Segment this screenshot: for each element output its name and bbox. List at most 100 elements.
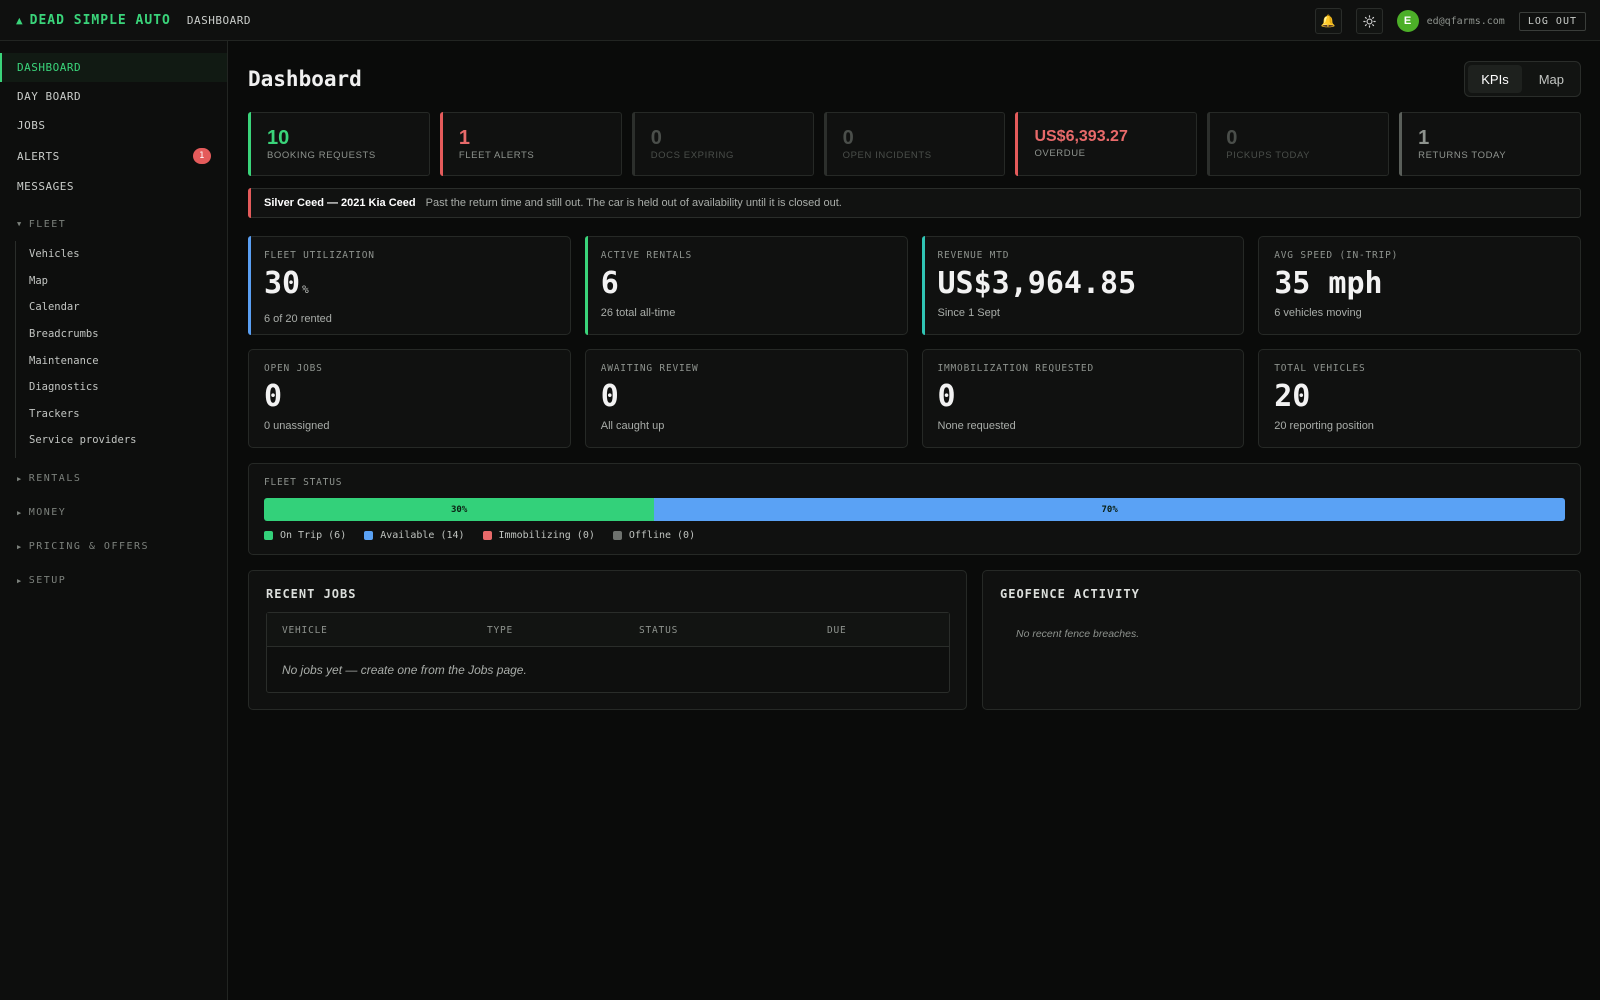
bell-icon: 🔔 — [1320, 14, 1336, 28]
caret-right-icon: ▶ — [17, 542, 23, 551]
sidebar-item-label: JOBS — [17, 119, 46, 132]
column-header-due[interactable]: DUE — [827, 625, 847, 636]
kpi-overdue[interactable]: US$6,393.27 OVERDUE — [1015, 112, 1198, 176]
column-header-vehicle[interactable]: VEHICLE — [282, 625, 328, 636]
fleet-segment-available: 70% — [654, 498, 1565, 521]
top-bar: ▲ DEAD SIMPLE AUTO DASHBOARD 🔔 E ed@qfar… — [0, 0, 1600, 41]
geofence-activity-panel: GEOFENCE ACTIVITY No recent fence breach… — [982, 570, 1581, 710]
stat-value: 0 — [937, 379, 956, 414]
kpi-label: OVERDUE — [1034, 148, 1086, 159]
sidebar-item-breadcrumbs[interactable]: Breadcrumbs — [29, 328, 99, 341]
section-label: SETUP — [28, 575, 67, 587]
stat-label: REVENUE MTD — [937, 250, 1010, 261]
legend-swatch — [364, 531, 374, 540]
kpi-label: BOOKING REQUESTS — [267, 150, 376, 161]
overdue-alert-banner[interactable]: Silver Ceed — 2021 Kia Ceed Past the ret… — [248, 188, 1581, 218]
stat-revenue-mtd: REVENUE MTD US$3,964.85 Since 1 Sept — [921, 236, 1245, 335]
legend-label: Immobilizing (0) — [498, 530, 595, 541]
user-menu[interactable]: E ed@qfarms.com — [1396, 10, 1505, 32]
sidebar-section-fleet[interactable]: ▼ FLEET — [0, 207, 227, 241]
geofence-empty: No recent fence breaches. — [1016, 628, 1140, 640]
sidebar-item-diagnostics[interactable]: Diagnostics — [29, 381, 99, 394]
caret-right-icon: ▶ — [17, 508, 23, 517]
stat-unit: % — [302, 283, 309, 296]
sidebar-item-service-providers[interactable]: Service providers — [29, 434, 137, 447]
sidebar: DASHBOARD DAY BOARD JOBS ALERTS 1 MESSAG… — [0, 41, 228, 1000]
sidebar-section-money[interactable]: ▶ MONEY — [0, 496, 227, 530]
sidebar-item-dashboard[interactable]: DASHBOARD — [0, 53, 227, 82]
kpi-pickups-today[interactable]: 0 PICKUPS TODAY — [1207, 112, 1390, 176]
stat-cards: FLEET UTILIZATION 30% 6 of 20 rented ACT… — [248, 236, 1581, 448]
sidebar-item-messages[interactable]: MESSAGES — [0, 172, 227, 201]
fleet-status-title: FLEET STATUS — [264, 477, 343, 488]
tab-kpis[interactable]: KPIs — [1468, 65, 1522, 93]
caret-right-icon: ▶ — [17, 576, 23, 585]
stat-label: TOTAL VEHICLES — [1274, 363, 1366, 374]
stat-sub: All caught up — [600, 420, 665, 432]
column-header-type[interactable]: TYPE — [487, 625, 514, 636]
kpi-booking-requests[interactable]: 10 BOOKING REQUESTS — [248, 112, 430, 176]
tab-map[interactable]: Map — [1538, 71, 1564, 87]
alert-message: Past the return time and still out. The … — [425, 197, 842, 209]
kpi-open-incidents[interactable]: 0 OPEN INCIDENTS — [823, 112, 1006, 176]
sidebar-item-jobs[interactable]: JOBS — [0, 111, 227, 140]
logout-button[interactable]: LOG OUT — [1518, 11, 1586, 31]
stat-fleet-utilization: FLEET UTILIZATION 30% 6 of 20 rented — [248, 236, 571, 335]
kpi-returns-today[interactable]: 1 RETURNS TODAY — [1399, 112, 1582, 176]
sidebar-item-map[interactable]: Map — [29, 274, 48, 287]
sidebar-item-alerts[interactable]: ALERTS 1 — [0, 140, 227, 172]
stat-sub: 6 vehicles moving — [1274, 307, 1362, 319]
kpi-value: 0 — [650, 127, 662, 149]
stat-sub: None requested — [937, 420, 1016, 432]
section-label: PRICING & OFFERS — [28, 541, 150, 553]
kpi-label: DOCS EXPIRING — [650, 150, 735, 161]
kpi-docs-expiring[interactable]: 0 DOCS EXPIRING — [631, 112, 814, 176]
brand[interactable]: ▲ DEAD SIMPLE AUTO — [16, 13, 171, 28]
stat-value: 6 — [600, 266, 619, 301]
stat-active-rentals: ACTIVE RENTALS 6 26 total all-time — [584, 236, 908, 335]
kpi-value: 1 — [458, 127, 470, 149]
alert-vehicle: Silver Ceed — 2021 Kia Ceed — [264, 197, 416, 209]
column-header-status[interactable]: STATUS — [639, 625, 679, 636]
fleet-segment-on-trip: 30% — [264, 498, 655, 521]
stat-value: 0 — [600, 379, 619, 414]
sidebar-item-maintenance[interactable]: Maintenance — [29, 354, 99, 367]
sidebar-item-trackers[interactable]: Trackers — [29, 407, 80, 420]
legend-on-trip: On Trip (6) — [264, 530, 346, 541]
stat-total-vehicles: TOTAL VEHICLES 20 20 reporting position — [1258, 349, 1581, 448]
sidebar-item-vehicles[interactable]: Vehicles — [29, 248, 80, 261]
sidebar-section-pricing-offers[interactable]: ▶ PRICING & OFFERS — [0, 530, 227, 564]
sidebar-item-day-board[interactable]: DAY BOARD — [0, 82, 227, 111]
recent-jobs-empty: No jobs yet — create one from the Jobs p… — [282, 663, 527, 677]
caret-right-icon: ▶ — [17, 474, 23, 483]
view-toggle: KPIs Map — [1464, 61, 1581, 97]
stat-value: 20 — [1274, 379, 1311, 414]
stat-sub: Since 1 Sept — [937, 307, 1000, 319]
legend-offline: Offline (0) — [612, 530, 695, 541]
section-label: MONEY — [28, 507, 67, 519]
stat-sub: 0 unassigned — [264, 420, 330, 432]
geofence-title: GEOFENCE ACTIVITY — [1000, 587, 1140, 601]
kpi-fleet-alerts[interactable]: 1 FLEET ALERTS — [439, 112, 622, 176]
sidebar-section-setup[interactable]: ▶ SETUP — [0, 564, 227, 598]
alerts-count-badge: 1 — [193, 148, 211, 164]
sidebar-item-label: DASHBOARD — [17, 61, 82, 74]
sidebar-section-rentals[interactable]: ▶ RENTALS — [0, 462, 227, 496]
page-title: Dashboard — [248, 67, 362, 91]
sidebar-item-calendar[interactable]: Calendar — [29, 301, 80, 314]
kpi-strip: 10 BOOKING REQUESTS 1 FLEET ALERTS 0 DOC… — [248, 112, 1582, 176]
fleet-subnav: Vehicles Map Calendar Breadcrumbs Mainte… — [15, 241, 227, 458]
recent-jobs-panel: RECENT JOBS VEHICLE TYPE STATUS DUE No j… — [248, 570, 967, 710]
caret-down-icon: ▼ — [17, 220, 23, 228]
notifications-button[interactable]: 🔔 — [1314, 8, 1342, 34]
avatar: E — [1396, 10, 1419, 32]
sidebar-item-label: ALERTS — [17, 149, 60, 163]
stat-value: 30% — [264, 267, 570, 307]
kpi-label: FLEET ALERTS — [458, 150, 535, 161]
brand-logo-icon: ▲ — [16, 13, 24, 27]
theme-toggle-button[interactable] — [1355, 8, 1383, 34]
recent-jobs-title: RECENT JOBS — [266, 587, 357, 601]
table-header: VEHICLE TYPE STATUS DUE — [267, 613, 949, 647]
kpi-value: US$6,393.27 — [1034, 128, 1128, 145]
recent-jobs-table: VEHICLE TYPE STATUS DUE No jobs yet — cr… — [266, 612, 950, 693]
